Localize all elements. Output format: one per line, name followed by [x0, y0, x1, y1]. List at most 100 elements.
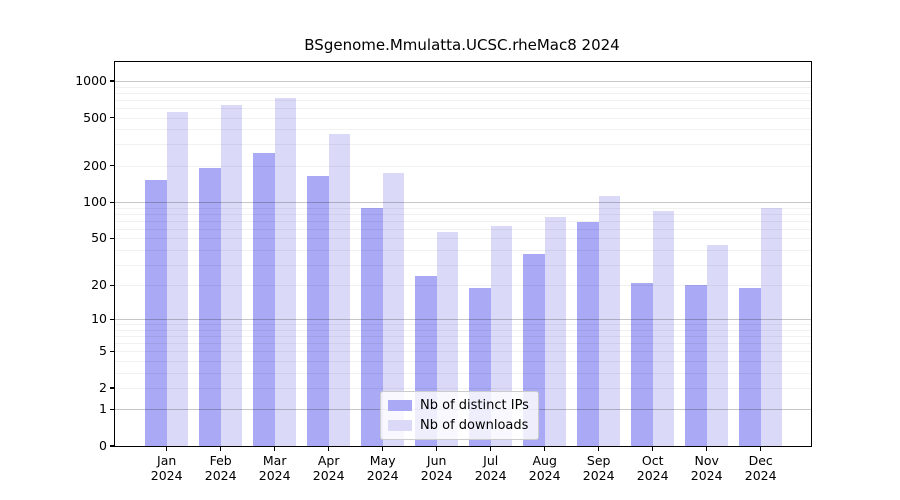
y-tick-label: 10 [91, 311, 107, 327]
y-tick [109, 80, 114, 82]
bar-apr-downloads [328, 134, 351, 446]
x-tick [598, 447, 600, 452]
legend-label-distinct-ips: Nb of distinct IPs [420, 398, 529, 413]
bar-may-ips [361, 208, 383, 446]
legend-swatch-downloads [388, 420, 412, 431]
gridline-minor [115, 99, 811, 101]
bar-may-downloads [382, 173, 405, 446]
x-tick [760, 447, 762, 452]
gridline-minor [115, 360, 811, 362]
gridline-minor [115, 238, 811, 240]
gridline-minor [115, 228, 811, 230]
gridline-minor [115, 107, 811, 109]
gridline-minor [115, 336, 811, 338]
x-tick-label-jun: Jun 2024 [420, 453, 453, 483]
bar-sep-ips [577, 221, 599, 446]
gridline-minor [115, 92, 811, 94]
bar-sep-downloads [598, 195, 621, 446]
legend: Nb of distinct IPs Nb of downloads [380, 391, 539, 440]
y-tick [109, 165, 114, 167]
y-tick [109, 116, 114, 119]
gridline-minor [115, 343, 811, 345]
gridline-minor [115, 329, 811, 331]
y-tick-label: 500 [83, 109, 107, 125]
legend-row-distinct-ips: Nb of distinct IPs [388, 398, 529, 413]
gridline-minor [115, 117, 811, 119]
bar-mar-ips [253, 153, 275, 446]
bar-feb-ips [199, 168, 221, 446]
y-tick [109, 284, 114, 286]
x-tick-label-feb: Feb 2024 [204, 453, 237, 483]
y-tick [109, 237, 114, 239]
x-tick-label-aug: Aug 2024 [528, 453, 561, 483]
gridline-minor [115, 372, 811, 374]
bar-nov-ips [685, 285, 707, 446]
y-tick-label: 5 [99, 343, 107, 359]
chart-title: BSgenome.Mmulatta.UCSC.rheMac8 2024 [304, 36, 620, 54]
bar-aug-downloads [544, 217, 567, 446]
x-tick-label-apr: Apr 2024 [312, 453, 345, 483]
y-tick-label: 0 [99, 438, 107, 453]
x-tick-label-mar: Mar 2024 [258, 453, 291, 483]
x-tick [544, 447, 546, 452]
legend-row-downloads: Nb of downloads [388, 418, 529, 433]
bar-jan-downloads [166, 111, 189, 446]
bar-jan-ips [145, 180, 167, 446]
gridline-minor [115, 86, 811, 88]
y-tick [109, 318, 114, 320]
plot-area: 0 1 2 5 10 20 50 100 200 500 1000 Jan 2024 Feb 2024 Mar… [75, 61, 812, 483]
bar-oct-downloads [652, 210, 675, 446]
x-tick-label-sep: Sep 2024 [582, 453, 615, 483]
y-tick-label: 200 [83, 157, 107, 173]
bar-dec-ips [739, 287, 761, 446]
y-tick [109, 408, 114, 410]
gridline-minor [115, 249, 811, 251]
x-tick [382, 447, 384, 452]
x-tick-label-dec: Dec 2024 [744, 453, 777, 483]
bar-apr-ips [307, 175, 329, 446]
x-tick [220, 447, 222, 452]
y-tick-label: 50 [91, 230, 107, 246]
gridline-minor [115, 351, 811, 353]
gridline-minor [115, 285, 811, 287]
gridline-major [115, 202, 811, 204]
y-tick [109, 387, 114, 389]
gridline-minor [115, 387, 811, 389]
x-tick-label-may: May 2024 [366, 453, 399, 483]
gridline-minor [115, 264, 811, 266]
x-tick-label-nov: Nov 2024 [690, 453, 723, 483]
gridline-minor [115, 324, 811, 326]
bar-nov-downloads [706, 244, 729, 446]
bar-feb-downloads [220, 105, 243, 446]
gridline-minor [115, 207, 811, 209]
x-tick [274, 447, 276, 452]
x-tick [490, 447, 492, 452]
y-tick [109, 445, 114, 447]
gridline-minor [115, 165, 811, 167]
x-tick [166, 447, 168, 452]
y-tick [109, 201, 114, 203]
x-tick [706, 447, 708, 452]
x-tick-label-jan: Jan 2024 [150, 453, 183, 483]
bar-dec-downloads [760, 208, 783, 446]
gridline-major [115, 319, 811, 321]
x-tick-label-jul: Jul 2024 [474, 453, 507, 483]
legend-label-downloads: Nb of downloads [420, 418, 529, 433]
y-tick-label: 20 [91, 277, 107, 293]
bar-oct-ips [631, 282, 653, 446]
bar-mar-downloads [274, 97, 297, 446]
legend-swatch-distinct-ips [388, 400, 412, 411]
x-tick [652, 447, 654, 452]
x-tick-label-oct: Oct 2024 [636, 453, 669, 483]
gridline-minor [115, 213, 811, 215]
x-tick [436, 447, 438, 452]
gridline-minor [115, 129, 811, 131]
y-tick [109, 350, 114, 352]
y-tick-label: 1000 [75, 72, 107, 88]
y-tick-label: 1 [99, 401, 107, 417]
gridline-major [115, 80, 811, 82]
y-tick-label: 2 [99, 379, 107, 395]
gridline-minor [115, 144, 811, 146]
gridline-minor [115, 220, 811, 222]
